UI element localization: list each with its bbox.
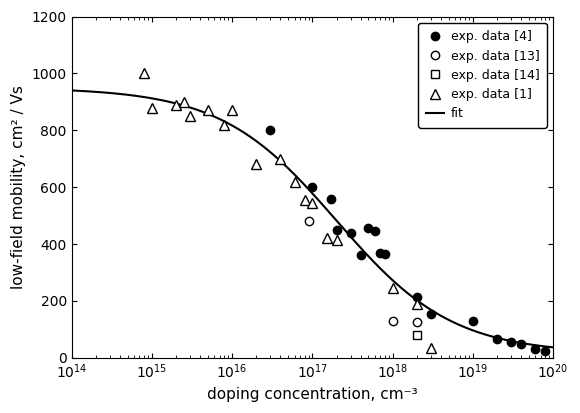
exp. data [4] [518, 341, 525, 346]
exp. data [1] [140, 71, 147, 76]
exp. data [4] [469, 318, 476, 323]
Legend: exp. data [4], exp. data [13], exp. data [14], exp. data [1], fit: exp. data [4], exp. data [13], exp. data… [418, 23, 547, 128]
exp. data [1] [309, 200, 316, 205]
exp. data [4] [365, 226, 372, 231]
exp. data [1] [187, 114, 194, 119]
exp. data [1] [221, 122, 228, 127]
exp. data [4] [414, 294, 420, 299]
X-axis label: doping concentration, cm⁻³: doping concentration, cm⁻³ [207, 387, 418, 402]
Line: exp. data [1]: exp. data [1] [139, 69, 436, 353]
exp. data [4] [267, 128, 274, 133]
exp. data [4] [427, 311, 434, 316]
exp. data [1] [173, 102, 180, 107]
exp. data [4] [347, 230, 354, 235]
fit [68, 88, 75, 93]
exp. data [1] [323, 236, 330, 241]
exp. data [1] [253, 162, 260, 167]
Line: fit: fit [72, 90, 553, 347]
fit [263, 146, 270, 151]
exp. data [1] [205, 108, 212, 113]
fit [280, 161, 287, 166]
exp. data [1] [389, 286, 396, 291]
fit [117, 92, 124, 97]
exp. data [1] [229, 108, 235, 113]
exp. data [1] [291, 179, 298, 184]
exp. data [4] [333, 228, 340, 233]
Line: exp. data [4]: exp. data [4] [266, 126, 549, 355]
exp. data [1] [277, 157, 284, 161]
Line: exp. data [13]: exp. data [13] [304, 217, 421, 327]
exp. data [1] [148, 105, 155, 110]
exp. data [13] [389, 318, 396, 323]
fit [399, 286, 406, 291]
exp. data [13] [414, 320, 420, 325]
exp. data [4] [357, 253, 364, 258]
exp. data [4] [309, 185, 316, 190]
exp. data [4] [532, 347, 539, 352]
exp. data [4] [494, 337, 501, 342]
exp. data [4] [371, 229, 378, 234]
exp. data [4] [508, 340, 514, 345]
Y-axis label: low-field mobility, cm² / Vs: low-field mobility, cm² / Vs [11, 85, 26, 289]
exp. data [1] [301, 197, 308, 202]
exp. data [1] [180, 100, 187, 104]
exp. data [1] [333, 237, 340, 242]
fit [452, 321, 459, 326]
fit [444, 317, 451, 322]
exp. data [4] [328, 196, 335, 201]
exp. data [4] [382, 252, 389, 256]
fit [550, 345, 557, 350]
exp. data [4] [542, 348, 549, 353]
exp. data [1] [427, 345, 434, 350]
exp. data [4] [377, 250, 384, 255]
exp. data [13] [305, 219, 312, 224]
exp. data [1] [414, 301, 420, 306]
